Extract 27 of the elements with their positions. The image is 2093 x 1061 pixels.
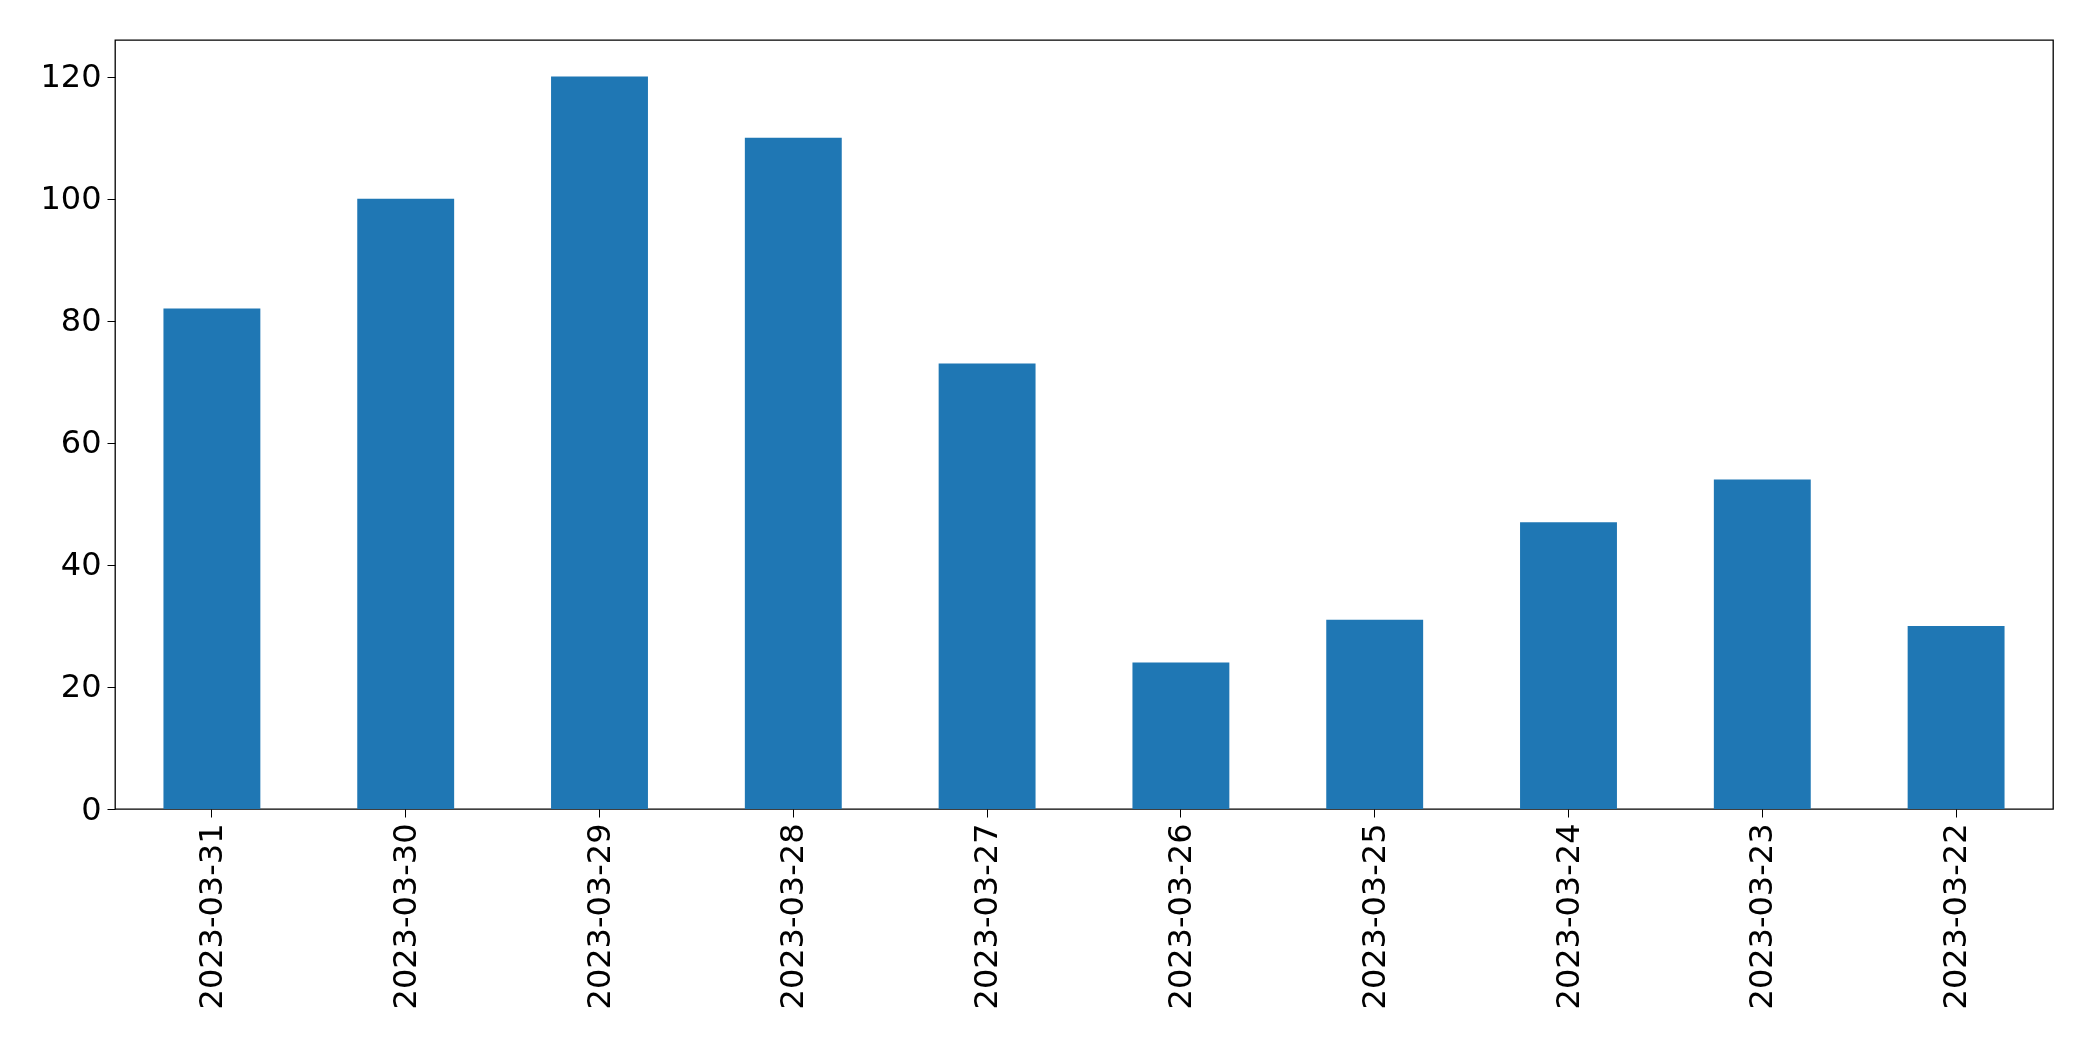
- bar: [163, 308, 261, 809]
- x-tick-label: 2023-03-25: [1354, 823, 1393, 1010]
- bar: [938, 363, 1036, 809]
- x-tick-label: 2023-03-27: [967, 823, 1006, 1010]
- y-tick-label: 40: [60, 545, 102, 584]
- x-tick-label: 2023-03-23: [1742, 823, 1781, 1010]
- x-tick-label: 2023-03-22: [1936, 823, 1975, 1010]
- x-tick-label: 2023-03-26: [1160, 823, 1199, 1010]
- bar: [744, 137, 842, 809]
- x-tick-label: 2023-03-30: [385, 823, 424, 1010]
- x-tick-label: 2023-03-31: [191, 823, 230, 1010]
- y-tick-label: 100: [40, 179, 102, 218]
- y-tick-label: 0: [81, 789, 102, 828]
- bar: [1132, 662, 1230, 809]
- y-tick-label: 60: [60, 423, 102, 462]
- bar: [551, 76, 648, 809]
- x-tick-label: 2023-03-28: [773, 823, 812, 1010]
- bar: [1907, 625, 2005, 809]
- y-tick-label: 20: [60, 667, 102, 706]
- bar: [1520, 522, 1617, 809]
- y-tick-label: 80: [60, 301, 102, 340]
- bar: [1326, 619, 1424, 809]
- y-tick-label: 120: [40, 57, 102, 96]
- bar: [357, 198, 455, 809]
- x-tick-label: 2023-03-29: [579, 823, 618, 1010]
- x-tick-label: 2023-03-24: [1548, 823, 1587, 1010]
- bar: [1713, 479, 1811, 809]
